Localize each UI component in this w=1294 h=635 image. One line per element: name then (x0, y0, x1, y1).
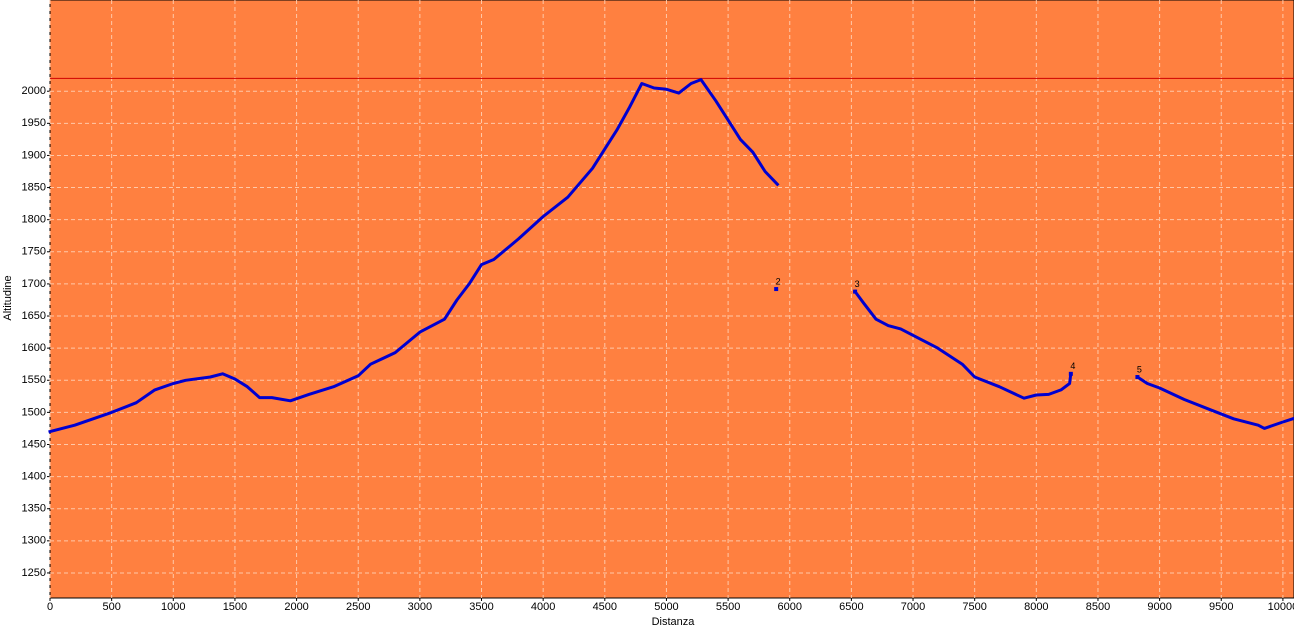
x-tick-label: 8000 (1024, 601, 1048, 613)
waypoint (1068, 371, 1073, 376)
x-tick-label: 9500 (1209, 601, 1233, 613)
waypoint-label: 3 (855, 279, 860, 289)
waypoint (1135, 375, 1140, 380)
x-tick-label: 4500 (593, 601, 617, 613)
y-tick-label: 1350 (22, 503, 46, 515)
x-tick-label: 6500 (839, 601, 863, 613)
y-tick-label: 1250 (22, 567, 46, 579)
waypoint (853, 289, 858, 294)
x-tick-label: 1000 (161, 601, 185, 613)
y-tick-label: 2000 (22, 85, 46, 97)
x-tick-label: 2500 (346, 601, 370, 613)
waypoint (774, 287, 779, 292)
elevation-line (48, 78, 1294, 434)
x-tick-label: 4000 (531, 601, 555, 613)
waypoint-label: 2 (776, 276, 781, 286)
x-tick-label: 0 (47, 601, 53, 613)
y-tick-label: 1750 (22, 246, 46, 258)
x-tick-label: 5500 (716, 601, 740, 613)
y-tick-label: 1450 (22, 438, 46, 450)
plot-area (49, 0, 1294, 599)
y-tick-label: 1900 (22, 149, 46, 161)
x-tick-label: 3500 (469, 601, 493, 613)
y-tick-label: 1400 (22, 471, 46, 483)
x-tick-label: 9000 (1147, 601, 1171, 613)
x-tick-label: 2000 (284, 601, 308, 613)
x-tick-label: 8500 (1086, 601, 1110, 613)
x-tick-label: 7500 (962, 601, 986, 613)
x-tick-label: 3000 (408, 601, 432, 613)
y-tick-label: 1600 (22, 342, 46, 354)
y-tick-label: 1300 (22, 535, 46, 547)
y-axis-label: Altitudine (2, 275, 14, 320)
x-tick-label: 5000 (654, 601, 678, 613)
y-tick-label: 1550 (22, 374, 46, 386)
x-tick-label: 10000 (1268, 601, 1294, 613)
x-tick-label: 6000 (778, 601, 802, 613)
y-tick-label: 1950 (22, 117, 46, 129)
waypoint-label: 4 (1070, 361, 1075, 371)
y-tick-label: 1650 (22, 310, 46, 322)
y-tick-label: 1500 (22, 406, 46, 418)
waypoint-label: 5 (1137, 364, 1142, 374)
y-tick-label: 1700 (22, 278, 46, 290)
y-tick-label: 1800 (22, 214, 46, 226)
y-tick-label: 1850 (22, 181, 46, 193)
x-axis-label: Distanza (652, 616, 696, 628)
x-tick-label: 7000 (901, 601, 925, 613)
x-tick-label: 1500 (223, 601, 247, 613)
x-tick-label: 500 (102, 601, 120, 613)
